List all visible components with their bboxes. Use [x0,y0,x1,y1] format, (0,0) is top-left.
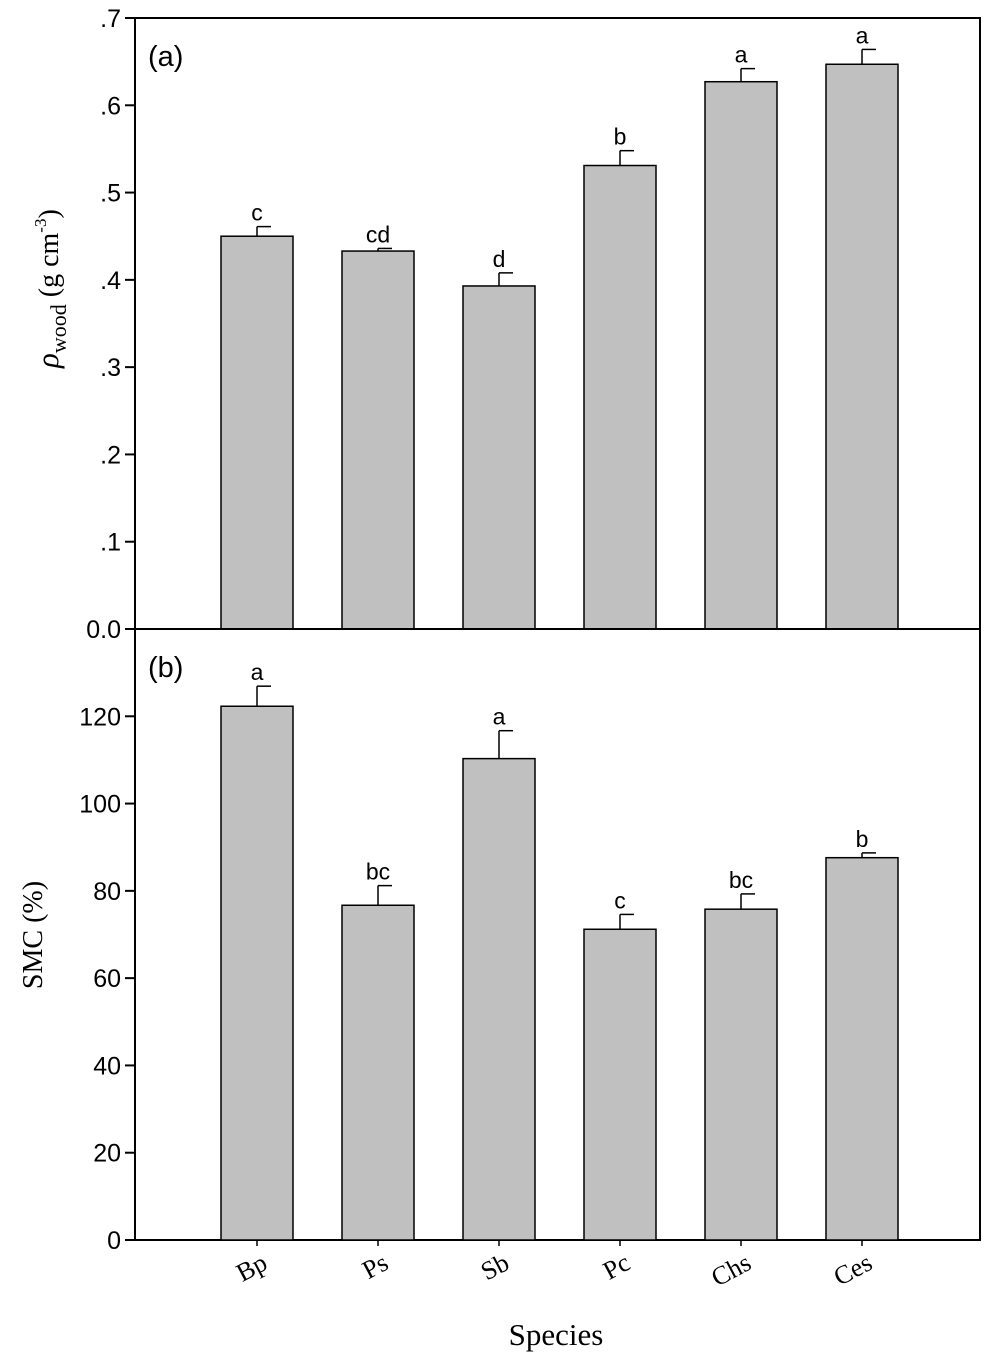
significance-label: c [251,200,263,226]
y-tick-label: 120 [79,703,121,731]
y-tick-label: 0 [107,1227,121,1255]
y-tick-label: .7 [100,5,121,33]
significance-label: b [614,124,627,150]
y-tick-label: .4 [100,267,121,295]
y-tick-label: 80 [93,878,121,906]
significance-label: a [856,22,869,48]
y-tick-label: .2 [100,441,121,469]
y-tick-label: .5 [100,180,121,208]
significance-label: a [251,659,264,685]
bar-Pc [583,164,657,630]
significance-label: bc [366,859,390,885]
y-tick-label: 40 [93,1052,121,1080]
panel-a: 0.0 .1 .2 .3 .4 .5 .6 .7 (a) c cd d b a a [86,5,981,644]
x-tick-label-Ps: Ps [358,1248,393,1285]
y-label-a-close: ) [34,209,65,218]
bar-Sb [462,285,536,630]
y-axis-label-a: ρwood (g cm-3) [30,209,71,369]
x-tick-label-Pc: Pc [598,1248,635,1286]
plot-frame-b [134,628,981,1241]
bar-Ps [341,250,415,630]
significance-label: c [614,887,626,913]
bar-Bp [220,705,294,1241]
bar-Pc [583,928,657,1241]
y-axis-label-b: SMC (%) [18,881,49,989]
y-tick-label: .1 [100,529,121,557]
bar-Ces [825,63,899,630]
panel-b: 0 20 40 60 80 100 120 (b) a Bp bc Ps a Sb c Pc bc Chs b Ces [79,628,981,1293]
bar-Sb [462,757,536,1241]
y-tick-label: 100 [79,791,121,819]
x-tick-label-Chs: Chs [706,1248,755,1293]
bar-Ces [825,856,899,1241]
bar-Chs [704,908,778,1241]
panel-tag: (b) [148,652,183,684]
y-label-a-unit: (g cm [34,232,65,304]
x-tick-label-Bp: Bp [231,1248,271,1288]
significance-label: bc [729,867,753,893]
significance-label: b [856,826,869,852]
x-axis-label: Species [509,1317,604,1352]
y-tick-label: 20 [93,1140,121,1168]
y-tick-label: .3 [100,354,121,382]
y-label-a-subscript: wood [46,304,71,353]
significance-label: d [493,246,506,272]
panel-tag: (a) [148,41,183,73]
significance-label: a [735,42,748,68]
y-tick-label: 60 [93,965,121,993]
significance-label: a [493,704,506,730]
significance-label: cd [366,221,390,247]
y-label-a-symbol: ρ [30,353,65,369]
bar-Bp [220,235,294,630]
x-tick-label-Ces: Ces [829,1248,877,1292]
bar-Ps [341,904,415,1241]
y-tick-label: 0.0 [86,616,121,644]
y-tick-label: .6 [100,92,121,120]
x-tick-label-Sb: Sb [476,1248,514,1287]
bar-Chs [704,80,778,630]
y-label-a-exponent: -3 [31,219,50,233]
